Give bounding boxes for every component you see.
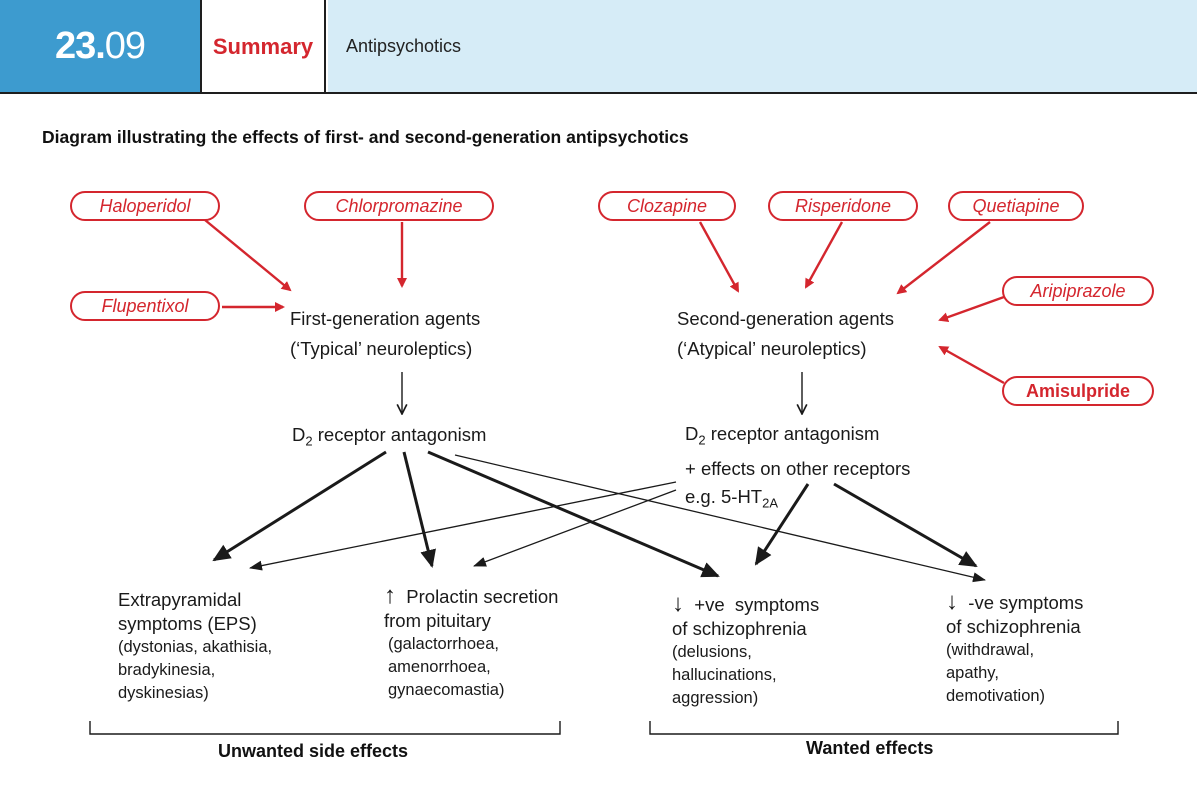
second-gen-label: Second-generation agents (‘Atypical’ neu…: [677, 304, 894, 364]
bracket-unwanted: [89, 721, 561, 735]
arrow-aripiprazole: [938, 295, 1005, 322]
group-label-unwanted: Unwanted side effects: [218, 741, 409, 761]
drug-flupentixol: Flupentixol: [70, 291, 220, 321]
drug-risperidone: Risperidone: [768, 191, 918, 221]
arrow-atypical-to-positive: [754, 483, 810, 566]
second-gen-mech-line3-prefix: e.g. 5-HT: [685, 485, 763, 507]
drug-aripiprazole: Aripiprazole: [1002, 276, 1154, 306]
eps-line2: symptoms (EPS): [118, 613, 257, 634]
prolactin-detail2: amenorrhoea,: [388, 658, 491, 676]
topic-text: Antipsychotics: [346, 36, 462, 56]
second-gen-mech-prefix: D: [685, 423, 699, 444]
second-gen-mech-suffix: receptor antagonism: [705, 423, 880, 444]
drug-amisulpride: Amisulpride: [1002, 376, 1154, 406]
arrow-typical-to-negative: [454, 454, 986, 583]
first-gen-label: First-generation agents (‘Typical’ neuro…: [290, 304, 480, 364]
eps-detail2: bradykinesia,: [118, 661, 216, 679]
up-arrow-icon: ↑: [384, 582, 396, 609]
arrow-typical-to-positive: [427, 450, 720, 578]
down-arrow-icon: ↓: [672, 590, 684, 617]
diagram-title: Diagram illustrating the effects of firs…: [42, 127, 689, 147]
group-label-wanted: Wanted effects: [806, 738, 934, 758]
second-gen-line1: Second-generation agents: [677, 308, 895, 329]
negative-detail3: demotivation): [946, 687, 1046, 705]
arrow-clozapine: [698, 221, 740, 293]
positive-detail2: hallucinations,: [672, 666, 777, 684]
first-gen-mechanism: D2 receptor antagonism: [292, 420, 486, 457]
first-gen-line2: (‘Typical’ neuroleptics): [290, 338, 473, 359]
drug-haloperidol: Haloperidol: [70, 191, 220, 221]
bracket-wanted: [649, 721, 1119, 735]
negative-detail2: apathy,: [946, 664, 999, 682]
second-gen-mech-line2: + effects on other receptors: [685, 457, 911, 479]
positive-line1: +ve symptoms: [694, 594, 820, 615]
positive-line2: of schizophrenia: [672, 618, 807, 639]
arrow-risperidone: [804, 221, 844, 289]
header-divider: [0, 92, 1197, 94]
section-number-minor: 09: [104, 25, 146, 67]
section-label: Summary: [200, 0, 326, 93]
topic-label: Antipsychotics: [328, 0, 1197, 93]
negative-line1: -ve symptoms: [968, 592, 1084, 613]
arrow-atypical-to-prolactin: [473, 489, 677, 567]
drug-chlorpromazine: Chlorpromazine: [304, 191, 494, 221]
positive-detail1: (delusions,: [672, 643, 752, 661]
eps-detail1: (dystonias, akathisia,: [118, 638, 273, 656]
second-gen-line2: (‘Atypical’ neuroleptics): [677, 338, 867, 359]
outcome-prolactin: ↑ Prolactin secretion from pituitary (ga…: [384, 584, 558, 702]
arrow-typical-to-eps: [212, 450, 387, 562]
down-arrow-icon: ↓: [946, 588, 958, 615]
arrow-atypical-to-negative: [833, 482, 978, 568]
second-gen-mech-sub: 2: [698, 432, 706, 448]
first-gen-line1: First-generation agents: [290, 308, 481, 329]
arrow-atypical-to-eps: [249, 481, 677, 571]
eps-detail3: dyskinesias): [118, 684, 209, 702]
prolactin-line1: Prolactin secretion: [406, 586, 559, 607]
negative-line2: of schizophrenia: [946, 616, 1081, 637]
negative-detail1: (withdrawal,: [946, 641, 1035, 659]
section-number: 23. 09: [0, 0, 200, 93]
arrow-typical-to-prolactin: [402, 451, 436, 568]
prolactin-line2: from pituitary: [384, 610, 491, 631]
outcome-negative-symptoms: ↓ -ve symptoms of schizophrenia (withdra…: [946, 590, 1083, 708]
section-number-major: 23.: [54, 25, 106, 67]
positive-detail3: aggression): [672, 689, 759, 707]
second-gen-mechanism: D2 receptor antagonism + effects on othe…: [685, 420, 910, 517]
outcome-eps: Extrapyramidal symptoms (EPS) (dystonias…: [118, 588, 272, 705]
first-gen-mech-suffix: receptor antagonism: [312, 424, 487, 445]
arrow-amisulpride: [938, 345, 1005, 385]
arrow-quetiapine: [896, 221, 991, 295]
eps-line1: Extrapyramidal: [118, 589, 242, 610]
drug-quetiapine: Quetiapine: [948, 191, 1084, 221]
prolactin-detail3: gynaecomastia): [388, 681, 505, 699]
first-gen-mech-prefix: D: [292, 424, 306, 445]
first-gen-mech-sub: 2: [305, 433, 313, 449]
arrow-haloperidol: [204, 219, 292, 292]
second-gen-mech-line3-sub: 2A: [762, 495, 779, 511]
prolactin-detail1: (galactorrhoea,: [388, 635, 499, 653]
outcome-positive-symptoms: ↓ +ve symptoms of schizophrenia (delusio…: [672, 592, 819, 710]
drug-clozapine: Clozapine: [598, 191, 736, 221]
